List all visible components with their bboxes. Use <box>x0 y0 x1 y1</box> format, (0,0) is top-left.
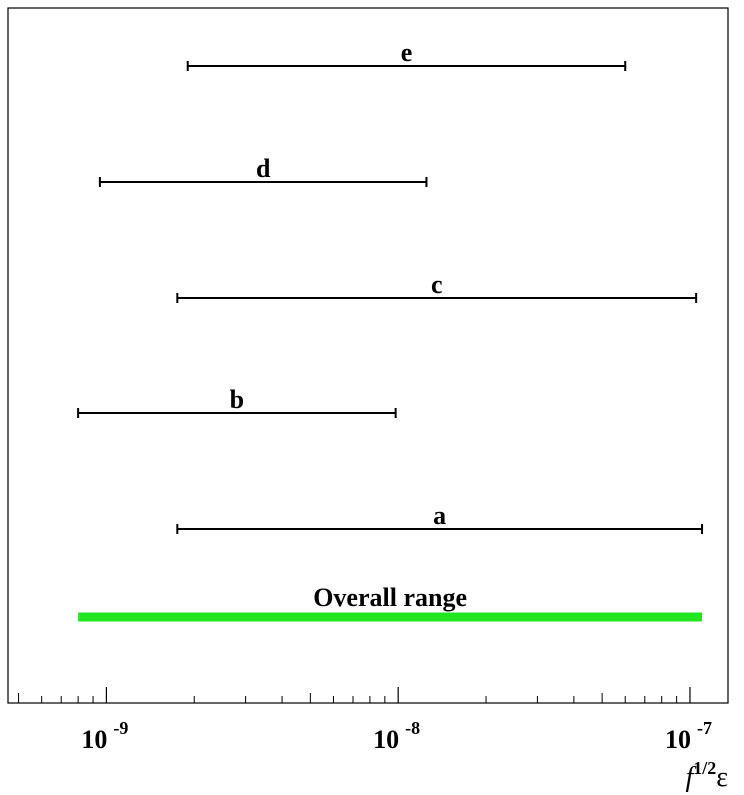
tick-label-exponent: -9 <box>113 718 128 738</box>
range-label: c <box>431 270 443 299</box>
range-e: e <box>186 38 627 71</box>
tick-label-base: 10 <box>81 725 107 754</box>
range-bars: e d c b a Overall range <box>77 38 704 622</box>
x-axis-label-base: f <box>685 762 696 793</box>
range-label: e <box>401 38 413 67</box>
range-label: a <box>433 501 446 530</box>
range-label: Overall range <box>313 583 467 612</box>
tick-label-exponent: -7 <box>697 718 712 738</box>
x-axis-tick-labels: 10 -9 10 -8 10 -7 <box>81 718 712 754</box>
range-a: a <box>176 501 704 534</box>
x-axis-label-superscript: 1/2 <box>693 758 716 778</box>
range-label: d <box>256 154 271 183</box>
tick-label: 10 -8 <box>373 718 420 754</box>
tick-label-base: 10 <box>665 725 691 754</box>
range-b: b <box>77 385 397 418</box>
tick-label-base: 10 <box>373 725 399 754</box>
x-axis-minor-ticks <box>18 693 678 703</box>
tick-label: 10 -9 <box>81 718 128 754</box>
plot-frame <box>7 7 729 704</box>
range-overall-range: Overall range <box>78 583 703 622</box>
x-axis-major-ticks <box>105 687 691 703</box>
x-axis-label: f1/2ε <box>685 758 728 793</box>
tick-label: 10 -7 <box>665 718 712 754</box>
x-axis-label-suffix: ε <box>716 762 728 793</box>
range-d: d <box>98 154 428 187</box>
range-label: b <box>230 385 244 414</box>
range-c: c <box>176 270 698 303</box>
tick-label-exponent: -8 <box>405 718 420 738</box>
